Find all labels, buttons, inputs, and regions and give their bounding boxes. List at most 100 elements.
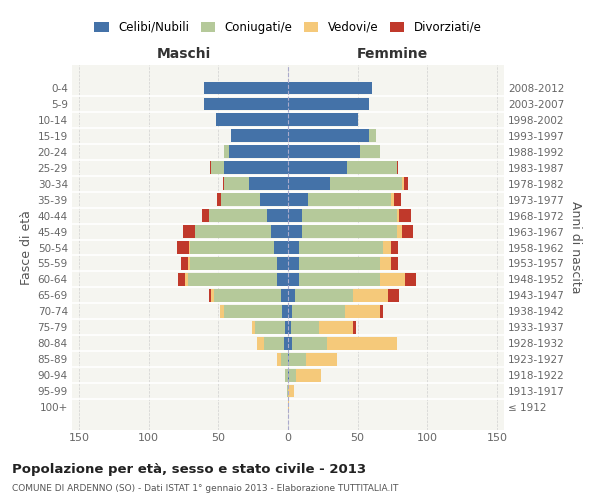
Bar: [281, 353, 288, 366]
Bar: [283, 305, 288, 318]
Bar: [288, 162, 347, 174]
Bar: [289, 353, 306, 366]
Legend: Celibi/Nubili, Coniugati/e, Vedovi/e, Divorziati/e: Celibi/Nubili, Coniugati/e, Vedovi/e, Di…: [89, 16, 487, 38]
Bar: [288, 178, 330, 190]
Bar: [209, 209, 267, 222]
Bar: [299, 257, 380, 270]
Bar: [288, 305, 292, 318]
Bar: [249, 178, 288, 190]
Bar: [260, 194, 288, 206]
Bar: [285, 321, 288, 334]
Bar: [397, 162, 398, 174]
Bar: [405, 273, 416, 286]
Bar: [188, 257, 190, 270]
Bar: [296, 368, 322, 382]
Bar: [220, 305, 224, 318]
Bar: [265, 337, 284, 349]
Bar: [224, 162, 288, 174]
Bar: [205, 82, 288, 94]
Bar: [380, 305, 383, 318]
Bar: [215, 114, 288, 126]
Bar: [391, 241, 398, 254]
Bar: [221, 194, 260, 206]
Bar: [210, 162, 211, 174]
Bar: [223, 178, 224, 190]
Bar: [288, 130, 369, 142]
Bar: [189, 241, 190, 254]
Bar: [188, 273, 277, 286]
Bar: [353, 289, 388, 302]
Bar: [211, 162, 224, 174]
Bar: [327, 337, 397, 349]
Bar: [288, 114, 358, 126]
Bar: [284, 337, 288, 349]
Bar: [209, 289, 211, 302]
Bar: [299, 273, 380, 286]
Bar: [194, 225, 271, 238]
Bar: [288, 194, 308, 206]
Bar: [190, 241, 274, 254]
Bar: [380, 273, 405, 286]
Bar: [224, 178, 249, 190]
Bar: [288, 353, 289, 366]
Bar: [271, 225, 288, 238]
Bar: [287, 384, 288, 398]
Bar: [397, 209, 400, 222]
Bar: [288, 384, 293, 398]
Text: COMUNE DI ARDENNO (SO) - Dati ISTAT 1° gennaio 2013 - Elaborazione TUTTITALIA.IT: COMUNE DI ARDENNO (SO) - Dati ISTAT 1° g…: [12, 484, 398, 493]
Bar: [299, 241, 383, 254]
Bar: [211, 289, 214, 302]
Bar: [288, 98, 369, 110]
Bar: [285, 368, 288, 382]
Y-axis label: Fasce di età: Fasce di età: [20, 210, 34, 285]
Bar: [302, 225, 397, 238]
Bar: [402, 225, 413, 238]
Bar: [229, 146, 288, 158]
Bar: [277, 353, 281, 366]
Bar: [330, 178, 402, 190]
Bar: [397, 225, 402, 238]
Bar: [176, 241, 189, 254]
Bar: [383, 241, 391, 254]
Bar: [281, 289, 288, 302]
Text: Maschi: Maschi: [157, 48, 211, 62]
Bar: [214, 289, 281, 302]
Bar: [302, 209, 397, 222]
Bar: [224, 305, 283, 318]
Bar: [295, 289, 353, 302]
Bar: [178, 273, 185, 286]
Bar: [288, 241, 299, 254]
Bar: [252, 321, 254, 334]
Bar: [231, 130, 288, 142]
Bar: [347, 162, 397, 174]
Bar: [306, 353, 337, 366]
Bar: [292, 337, 327, 349]
Bar: [288, 273, 299, 286]
Bar: [224, 146, 229, 158]
Bar: [181, 257, 188, 270]
Bar: [288, 82, 371, 94]
Bar: [288, 225, 302, 238]
Bar: [391, 257, 398, 270]
Bar: [202, 209, 209, 222]
Bar: [184, 225, 194, 238]
Bar: [308, 194, 391, 206]
Text: Femmine: Femmine: [357, 48, 428, 62]
Bar: [391, 194, 394, 206]
Bar: [361, 146, 380, 158]
Bar: [288, 257, 299, 270]
Bar: [267, 209, 288, 222]
Y-axis label: Anni di nascita: Anni di nascita: [569, 201, 581, 294]
Bar: [205, 98, 288, 110]
Bar: [380, 257, 391, 270]
Bar: [394, 194, 401, 206]
Bar: [289, 368, 296, 382]
Bar: [288, 368, 289, 382]
Bar: [369, 130, 376, 142]
Bar: [277, 273, 288, 286]
Bar: [288, 321, 291, 334]
Bar: [277, 257, 288, 270]
Bar: [291, 321, 319, 334]
Bar: [400, 209, 410, 222]
Bar: [190, 257, 277, 270]
